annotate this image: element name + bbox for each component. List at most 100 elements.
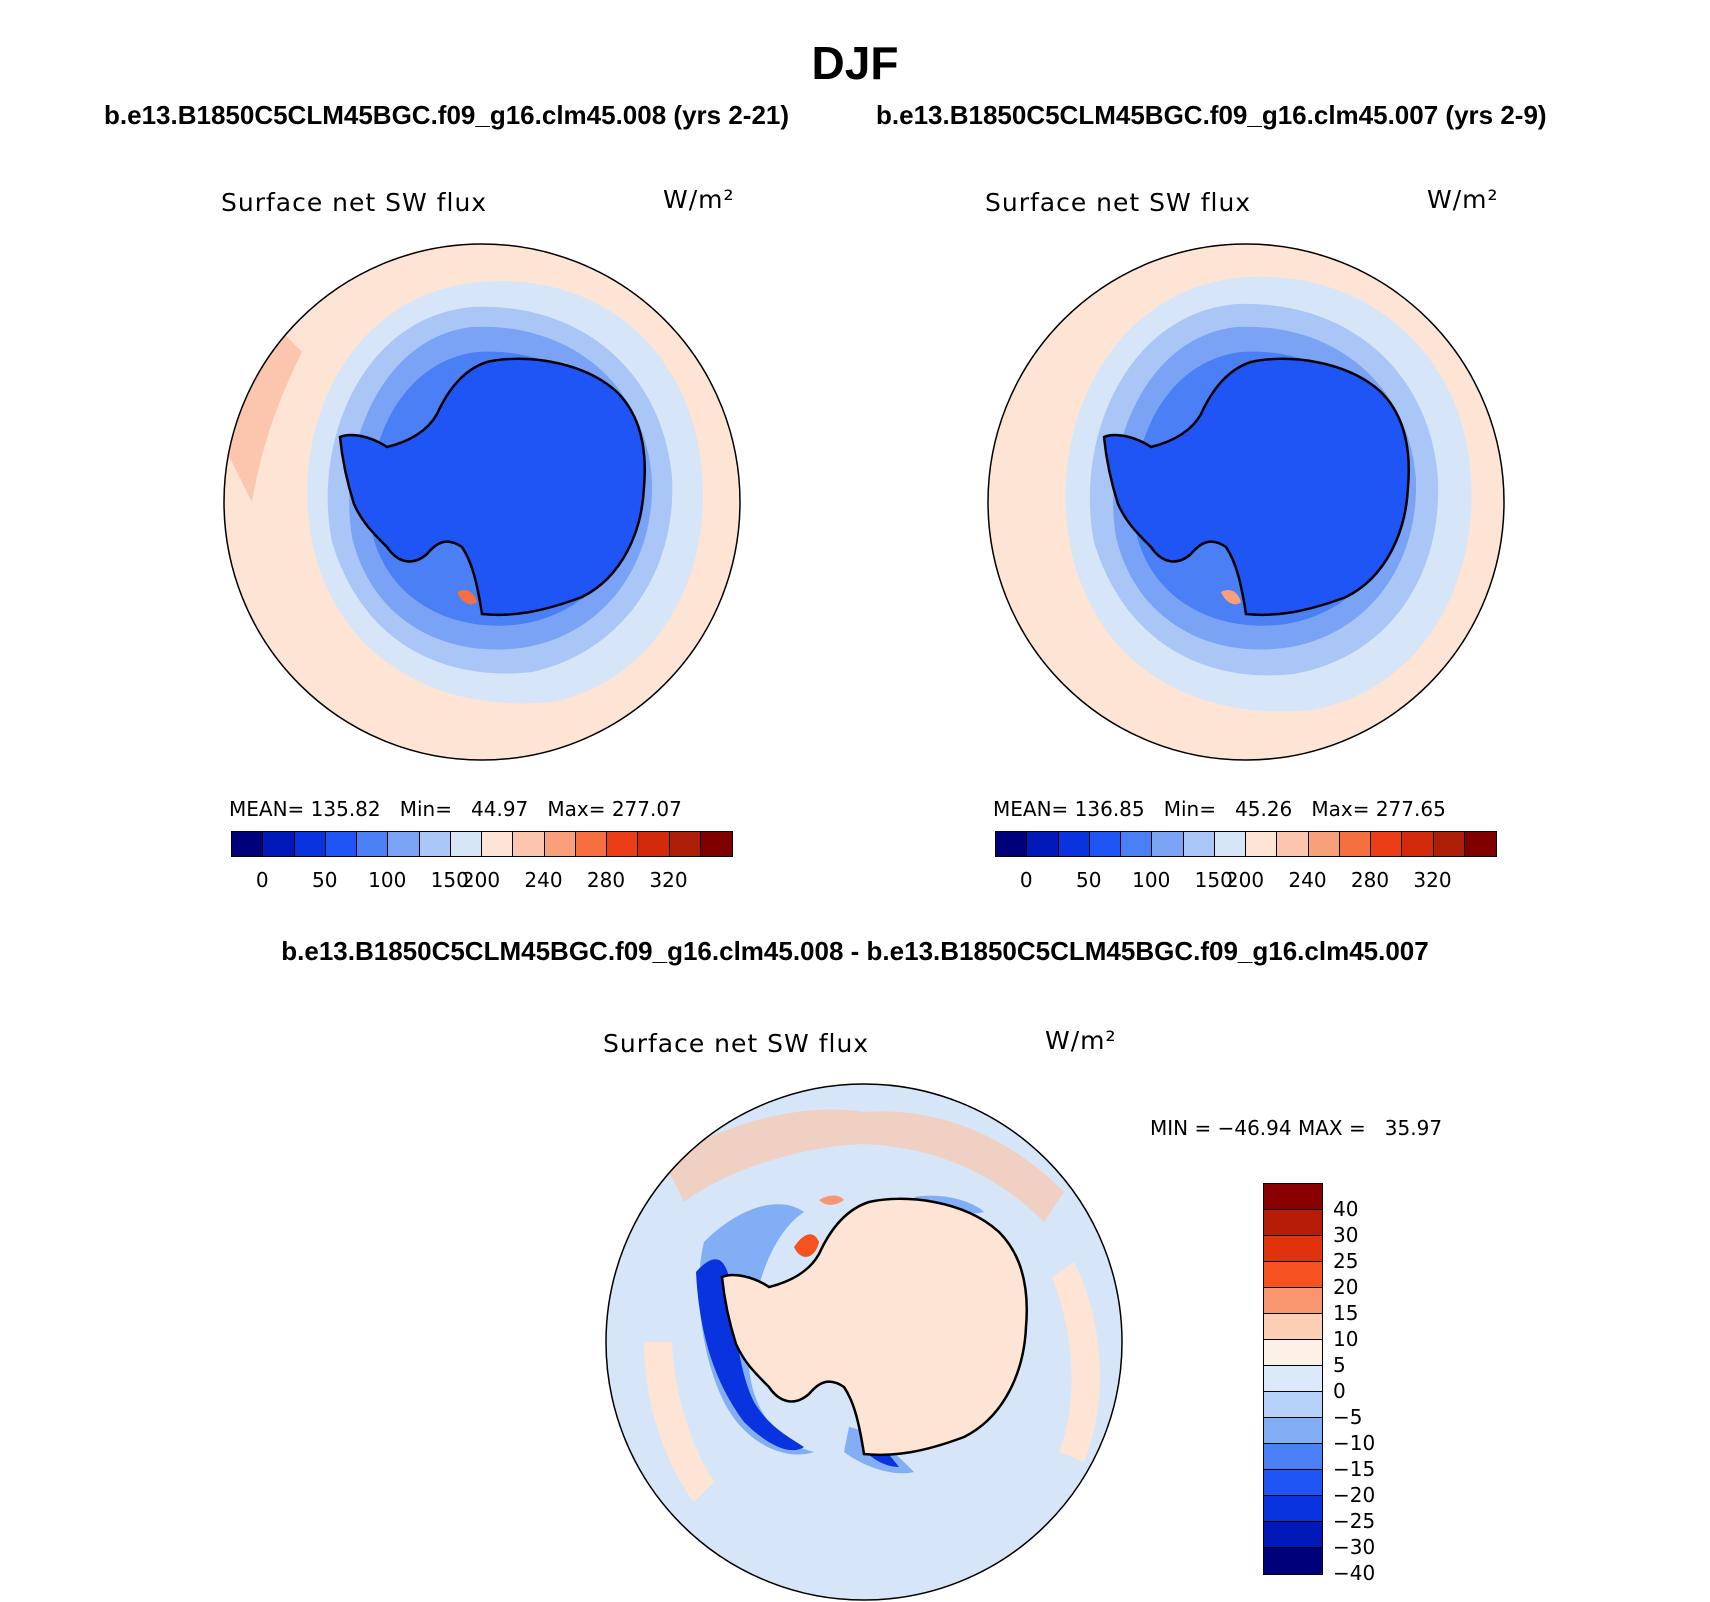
- colorbar-tick-label: 25: [1333, 1249, 1359, 1273]
- colorbar-swatch: [1264, 1236, 1322, 1262]
- colorbar-swatch: [1264, 1288, 1322, 1314]
- right-case-title: b.e13.B1850C5CLM45BGC.f09_g16.clm45.007 …: [876, 100, 1547, 130]
- colorbar-swatch: [1264, 1262, 1322, 1288]
- colorbar-swatch: [1058, 832, 1090, 856]
- diff-colorbar: [1263, 1183, 1323, 1575]
- colorbar-tick-label: −5: [1333, 1405, 1363, 1429]
- colorbar-tick-label: 50: [312, 868, 338, 892]
- colorbar-tick-label: −10: [1333, 1431, 1376, 1455]
- left-units-label: W/m²: [663, 185, 735, 214]
- colorbar-swatch: [638, 832, 670, 856]
- colorbar-swatch: [1246, 832, 1278, 856]
- colorbar-tick-label: 100: [368, 868, 407, 892]
- colorbar-swatch: [1308, 832, 1340, 856]
- colorbar-swatch: [1264, 1184, 1322, 1210]
- colorbar-tick-label: 0: [255, 868, 269, 892]
- colorbar-swatch: [1402, 832, 1434, 856]
- colorbar-swatch: [1214, 832, 1246, 856]
- colorbar-swatch: [482, 832, 514, 856]
- colorbar-tick-label: 0: [1019, 868, 1033, 892]
- right-polar-map: [987, 243, 1505, 761]
- diff-units-label: W/m²: [1045, 1026, 1117, 1055]
- colorbar-swatch: [1264, 1314, 1322, 1340]
- colorbar-swatch: [263, 832, 295, 856]
- colorbar-swatch: [1433, 832, 1465, 856]
- diff-colorbar-labels: 40 30 25 20 15 10 5 0 −5 −10 −15 −20 −25 −30 −40: [1333, 1183, 1393, 1585]
- right-colorbar-labels: 0 50 100 150 200 240 280 320: [995, 868, 1495, 892]
- colorbar-swatch: [419, 832, 451, 856]
- colorbar-swatch: [1371, 832, 1403, 856]
- colorbar-tick-label: 240: [1288, 868, 1327, 892]
- colorbar-swatch: [1264, 1470, 1322, 1496]
- colorbar-tick-label: 320: [1413, 868, 1452, 892]
- colorbar-swatch: [1264, 1496, 1322, 1522]
- colorbar-swatch: [1264, 1548, 1322, 1574]
- colorbar-swatch: [1277, 832, 1309, 856]
- right-colorbar: [995, 831, 1497, 857]
- colorbar-swatch: [700, 832, 732, 856]
- colorbar-tick-label: 5: [1333, 1353, 1346, 1377]
- diff-stats: MIN = −46.94 MAX = 35.97: [1150, 1116, 1443, 1140]
- colorbar-tick-label: 30: [1333, 1223, 1359, 1247]
- difference-title: b.e13.B1850C5CLM45BGC.f09_g16.clm45.008 …: [281, 936, 1429, 966]
- left-colorbar: [231, 831, 733, 857]
- colorbar-swatch: [294, 832, 326, 856]
- colorbar-tick-label: 200: [461, 868, 501, 892]
- colorbar-swatch: [450, 832, 482, 856]
- left-variable-label: Surface net SW flux: [221, 188, 488, 217]
- colorbar-tick-label: 10: [1333, 1327, 1359, 1351]
- colorbar-swatch: [1027, 832, 1059, 856]
- colorbar-tick-label: 280: [586, 868, 626, 892]
- colorbar-swatch: [1264, 1366, 1322, 1392]
- colorbar-swatch: [1121, 832, 1153, 856]
- colorbar-swatch: [325, 832, 357, 856]
- colorbar-swatch: [1264, 1340, 1322, 1366]
- right-stats: MEAN= 136.85 Min= 45.26 Max= 277.65: [993, 797, 1446, 821]
- right-units-label: W/m²: [1427, 185, 1499, 214]
- left-stats: MEAN= 135.82 Min= 44.97 Max= 277.07: [229, 797, 682, 821]
- colorbar-swatch: [1464, 832, 1496, 856]
- colorbar-tick-label: 40: [1333, 1197, 1359, 1221]
- season-title: DJF: [811, 37, 899, 89]
- colorbar-swatch: [1264, 1392, 1322, 1418]
- colorbar-tick-label: 240: [524, 868, 563, 892]
- right-variable-label: Surface net SW flux: [985, 188, 1252, 217]
- colorbar-swatch: [996, 832, 1028, 856]
- colorbar-swatch: [544, 832, 576, 856]
- colorbar-tick-label: −20: [1333, 1483, 1376, 1507]
- colorbar-swatch: [388, 832, 420, 856]
- colorbar-swatch: [575, 832, 607, 856]
- left-case-title: b.e13.B1850C5CLM45BGC.f09_g16.clm45.008 …: [104, 100, 790, 130]
- colorbar-tick-label: 150: [430, 868, 469, 892]
- colorbar-swatch: [1264, 1522, 1322, 1548]
- colorbar-tick-label: −25: [1333, 1509, 1376, 1533]
- colorbar-swatch: [669, 832, 701, 856]
- colorbar-tick-label: 50: [1076, 868, 1102, 892]
- colorbar-tick-label: −30: [1333, 1535, 1376, 1559]
- colorbar-tick-label: 20: [1333, 1275, 1359, 1299]
- colorbar-swatch: [1264, 1418, 1322, 1444]
- difference-polar-map: [605, 1083, 1123, 1601]
- colorbar-swatch: [1264, 1210, 1322, 1236]
- colorbar-swatch: [513, 832, 545, 856]
- colorbar-swatch: [1339, 832, 1371, 856]
- colorbar-swatch: [1183, 832, 1215, 856]
- colorbar-tick-label: 100: [1132, 868, 1171, 892]
- diff-variable-label: Surface net SW flux: [603, 1029, 870, 1058]
- colorbar-tick-label: 150: [1194, 868, 1233, 892]
- colorbar-swatch: [357, 832, 389, 856]
- left-colorbar-labels: 0 50 100 150 200 240 280 320: [231, 868, 731, 892]
- colorbar-tick-label: 280: [1350, 868, 1390, 892]
- colorbar-swatch: [607, 832, 639, 856]
- left-polar-map: [223, 243, 741, 761]
- colorbar-tick-label: −40: [1333, 1561, 1376, 1585]
- colorbar-swatch: [1152, 832, 1184, 856]
- colorbar-tick-label: 0: [1333, 1379, 1346, 1403]
- colorbar-swatch: [1089, 832, 1121, 856]
- colorbar-swatch: [1264, 1444, 1322, 1470]
- colorbar-tick-label: 200: [1225, 868, 1265, 892]
- colorbar-tick-label: −15: [1333, 1457, 1376, 1481]
- colorbar-swatch: [232, 832, 264, 856]
- colorbar-tick-label: 15: [1333, 1301, 1359, 1325]
- colorbar-tick-label: 320: [649, 868, 688, 892]
